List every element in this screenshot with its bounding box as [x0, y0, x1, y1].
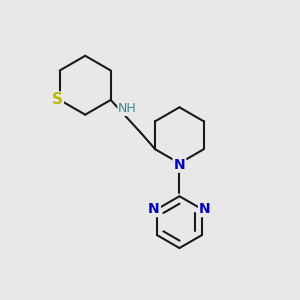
- Text: NH: NH: [118, 102, 137, 116]
- Text: N: N: [174, 158, 185, 172]
- Text: N: N: [148, 202, 160, 216]
- Text: N: N: [199, 202, 211, 216]
- Text: S: S: [52, 92, 63, 107]
